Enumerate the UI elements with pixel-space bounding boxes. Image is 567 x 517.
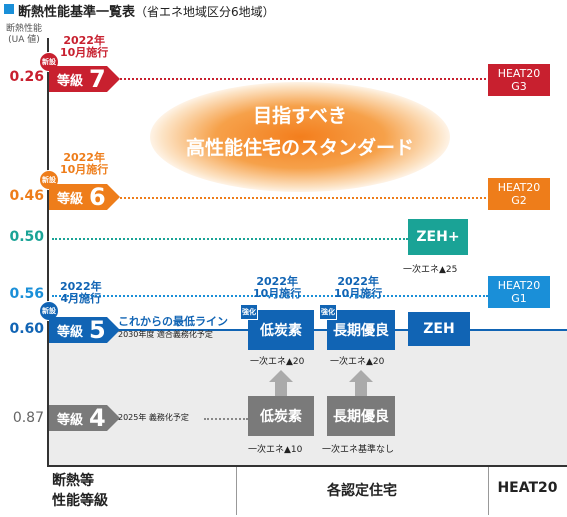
line-087 [204, 418, 248, 420]
longterm-date: 2022年 10月施行 [334, 275, 383, 300]
longterm-current-box: 長期優良 [327, 396, 395, 436]
lowcarbon-tag: 強化 [240, 304, 258, 320]
line-046 [120, 197, 490, 199]
grade6-number: 6 [89, 183, 106, 211]
heat20-g1-box: HEAT20 G1 [488, 276, 550, 308]
grade5-note2: 2030年度 適合義務化予定 [118, 330, 213, 339]
footer-bar [47, 465, 567, 517]
grade5-label: 等級 [57, 324, 84, 340]
grade7-date: 2022年 10月施行 [60, 34, 109, 59]
lowcarbon-date: 2022年 10月施行 [253, 275, 302, 300]
grade6-arrow [107, 184, 120, 210]
grade4-note: 2025年 義務化予定 [118, 413, 189, 422]
grade7-number: 7 [89, 65, 106, 93]
footer-separator-2 [488, 467, 489, 515]
heat20-g2-box: HEAT20 G2 [488, 178, 550, 210]
grade7-label: 等級 [57, 73, 84, 89]
y-axis-label: 断熱性能 (UA 値) [2, 24, 46, 46]
grade5-note1: これからの最低ライン [118, 315, 228, 328]
grade7-tab: 等級 7 [49, 65, 107, 93]
lowcarbon-box: 低炭素 [248, 310, 314, 350]
longterm-up-arrow [349, 370, 373, 396]
line-056 [52, 295, 488, 297]
line-026 [120, 78, 490, 80]
zeh-plus-box: ZEH+ [408, 219, 468, 255]
grade5-tab: 等級 5 [49, 316, 107, 344]
grade7-arrow [107, 66, 120, 92]
footer-col-heat20: HEAT20 [497, 480, 558, 496]
value-060: 0.60 [9, 321, 44, 337]
lowcarbon-note: 一次エネ▲20 [250, 357, 305, 367]
grade5-arrow [107, 317, 120, 343]
lowcarbon-current-box: 低炭素 [248, 396, 314, 436]
longterm-tag: 強化 [319, 304, 337, 320]
grade6-date: 2022年 10月施行 [60, 151, 109, 176]
footer-separator-1 [236, 467, 237, 515]
footer-col-grade: 断熱等 性能等級 [52, 473, 108, 509]
highlight-line2: 高性能住宅のスタンダード [185, 137, 414, 159]
grade4-label: 等級 [57, 412, 84, 428]
value-056: 0.56 [9, 286, 44, 302]
value-046: 0.46 [9, 188, 44, 204]
grade6-label: 等級 [57, 191, 84, 207]
y-axis-label-line1: 断熱性能 [5, 24, 42, 34]
line-050 [52, 238, 408, 240]
value-026: 0.26 [9, 69, 44, 85]
page-title: 断熱性能基準一覧表（省エネ地域区分6地域） [18, 5, 275, 20]
standard-highlight-text: 目指すべき 高性能住宅のスタンダード [150, 100, 450, 164]
highlight-line1: 目指すべき [253, 105, 347, 127]
lowcarbon-up-arrow [269, 370, 293, 396]
grade6-tab: 等級 6 [49, 183, 107, 211]
page-subtitle: （省エネ地域区分6地域） [135, 5, 275, 19]
value-087: 0.87 [12, 410, 44, 426]
grade4-tab: 等級 4 [49, 404, 107, 432]
lowcarbon-current-note: 一次エネ▲10 [248, 445, 303, 455]
grade4-arrow [107, 405, 120, 431]
longterm-note: 一次エネ▲20 [330, 357, 385, 367]
grade4-number: 4 [89, 404, 106, 432]
y-axis-line [47, 38, 49, 465]
heat20-g3-box: HEAT20 G3 [488, 64, 550, 96]
footer-col-certs: 各認定住宅 [327, 483, 397, 499]
title-marker [4, 4, 14, 14]
longterm-box: 長期優良 [327, 310, 395, 350]
grade5-number: 5 [89, 316, 106, 344]
zeh-plus-note: 一次エネ▲25 [403, 265, 458, 275]
longterm-current-note: 一次エネ基準なし [322, 445, 395, 455]
standard-highlight-glow [150, 82, 450, 192]
y-axis-label-line2: (UA 値) [8, 35, 40, 45]
grade5-date: 2022年 4月施行 [60, 280, 102, 305]
value-050: 0.50 [9, 229, 44, 245]
zeh-box: ZEH [408, 312, 470, 346]
